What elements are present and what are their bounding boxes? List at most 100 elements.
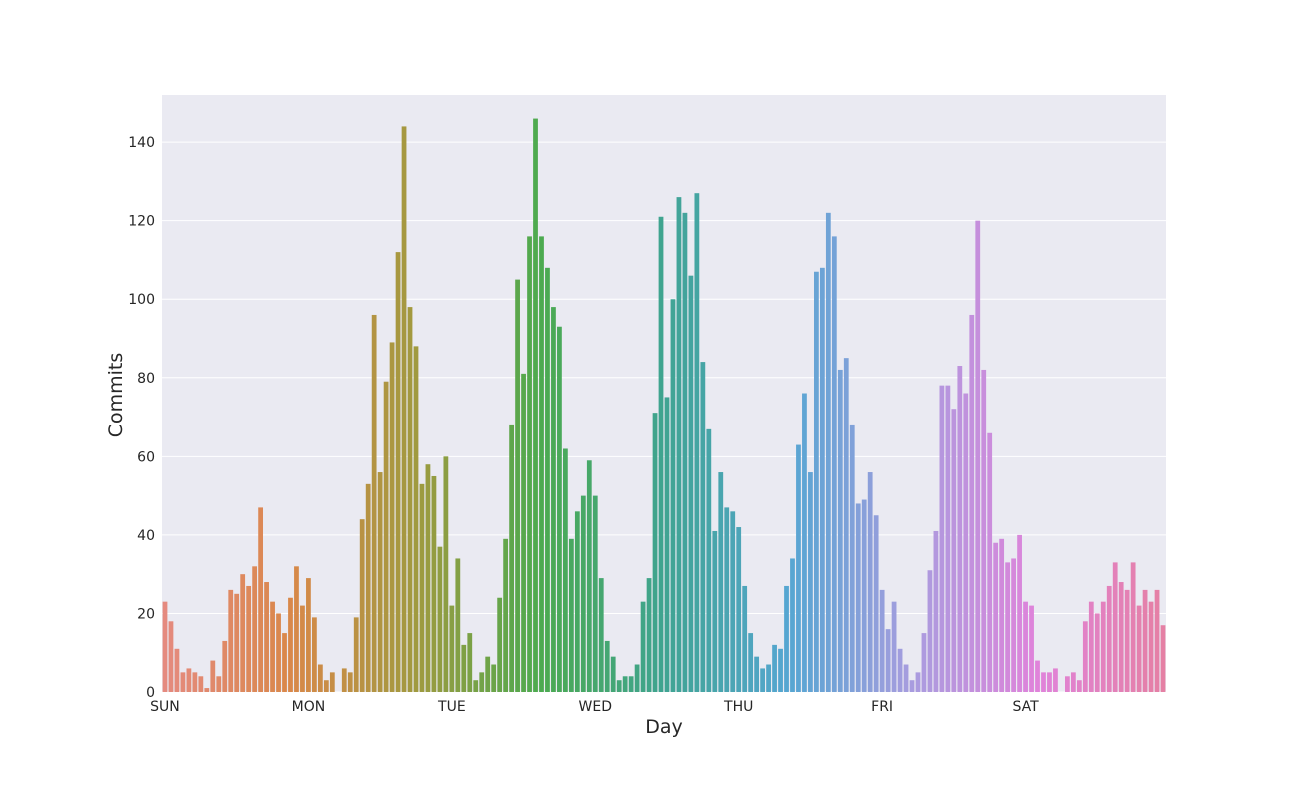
bar — [276, 613, 281, 692]
bar — [329, 672, 335, 692]
bar — [951, 409, 957, 692]
x-axis-title: Day — [645, 716, 683, 738]
x-tick-label: THU — [723, 699, 753, 715]
bar — [646, 578, 652, 692]
bar — [401, 126, 407, 693]
bar — [395, 252, 401, 693]
bar — [467, 633, 473, 692]
bar — [808, 472, 813, 692]
bar — [1088, 601, 1094, 692]
bar — [963, 393, 969, 692]
bar — [819, 267, 825, 692]
bar — [443, 456, 449, 692]
bar — [419, 483, 425, 692]
bar — [724, 507, 730, 692]
bar — [413, 346, 419, 692]
bar — [616, 680, 622, 692]
bar — [802, 393, 807, 692]
bar — [186, 668, 192, 692]
bar — [873, 515, 879, 692]
bar — [736, 527, 742, 692]
bar — [377, 472, 383, 692]
bar — [700, 362, 706, 692]
bar — [479, 672, 485, 692]
bar — [628, 676, 634, 692]
bar — [1065, 676, 1070, 692]
bar — [1094, 613, 1100, 692]
bar — [485, 656, 491, 692]
y-tick-label: 140 — [128, 135, 155, 151]
bar — [712, 530, 718, 692]
bar — [754, 656, 760, 692]
bar — [323, 680, 329, 692]
bar — [533, 118, 538, 692]
bar — [772, 644, 777, 692]
bar — [1106, 585, 1112, 692]
bar — [216, 676, 222, 692]
bar — [497, 597, 503, 692]
bar — [909, 680, 915, 692]
bar — [365, 483, 371, 692]
bar — [431, 475, 437, 692]
bar — [921, 633, 927, 692]
bar — [174, 648, 180, 692]
bar — [270, 601, 275, 692]
bar — [353, 617, 359, 693]
bar — [993, 542, 999, 692]
bar — [1076, 680, 1082, 692]
bar — [861, 499, 867, 692]
bar — [515, 279, 520, 692]
bar — [383, 381, 389, 692]
bar — [210, 660, 216, 692]
bars — [162, 118, 1166, 693]
bar — [341, 668, 347, 692]
bar — [568, 538, 574, 692]
y-tick-label: 0 — [146, 685, 155, 701]
bar — [1011, 558, 1016, 692]
bar — [240, 574, 246, 692]
bar — [1160, 625, 1166, 692]
bar — [1047, 672, 1052, 692]
bar — [539, 236, 544, 692]
y-tick-label: 40 — [137, 528, 155, 544]
bar — [676, 197, 682, 692]
bar — [300, 605, 305, 692]
bar — [897, 648, 903, 692]
bar — [706, 428, 712, 692]
bar — [610, 656, 616, 692]
bar — [491, 664, 497, 692]
bar — [1148, 601, 1154, 692]
bar — [957, 366, 963, 692]
bar — [843, 358, 849, 692]
bar — [855, 503, 861, 692]
bar — [1100, 601, 1106, 692]
x-tick-label: TUE — [437, 699, 466, 715]
bar — [461, 644, 467, 692]
bar — [1053, 668, 1058, 692]
plot-background — [162, 95, 1166, 692]
bar — [228, 589, 234, 692]
bar — [1017, 534, 1022, 692]
bar — [1023, 601, 1028, 692]
bar — [778, 648, 783, 692]
bar — [969, 314, 975, 692]
y-tick-label: 100 — [128, 292, 155, 308]
bar — [192, 672, 198, 692]
bar — [359, 519, 365, 692]
bar — [652, 413, 658, 692]
x-tick-label: SUN — [150, 699, 180, 715]
bar — [1082, 621, 1088, 692]
bar — [939, 385, 945, 692]
bar — [945, 385, 951, 692]
bar — [246, 585, 252, 692]
bar — [1154, 589, 1160, 692]
bar — [814, 271, 819, 692]
bar — [521, 373, 526, 692]
bar — [1041, 672, 1046, 692]
gridlines — [162, 141, 1166, 693]
bar — [1118, 582, 1124, 692]
y-tick-label: 80 — [137, 371, 155, 387]
bar — [437, 546, 443, 692]
bar — [168, 621, 174, 692]
